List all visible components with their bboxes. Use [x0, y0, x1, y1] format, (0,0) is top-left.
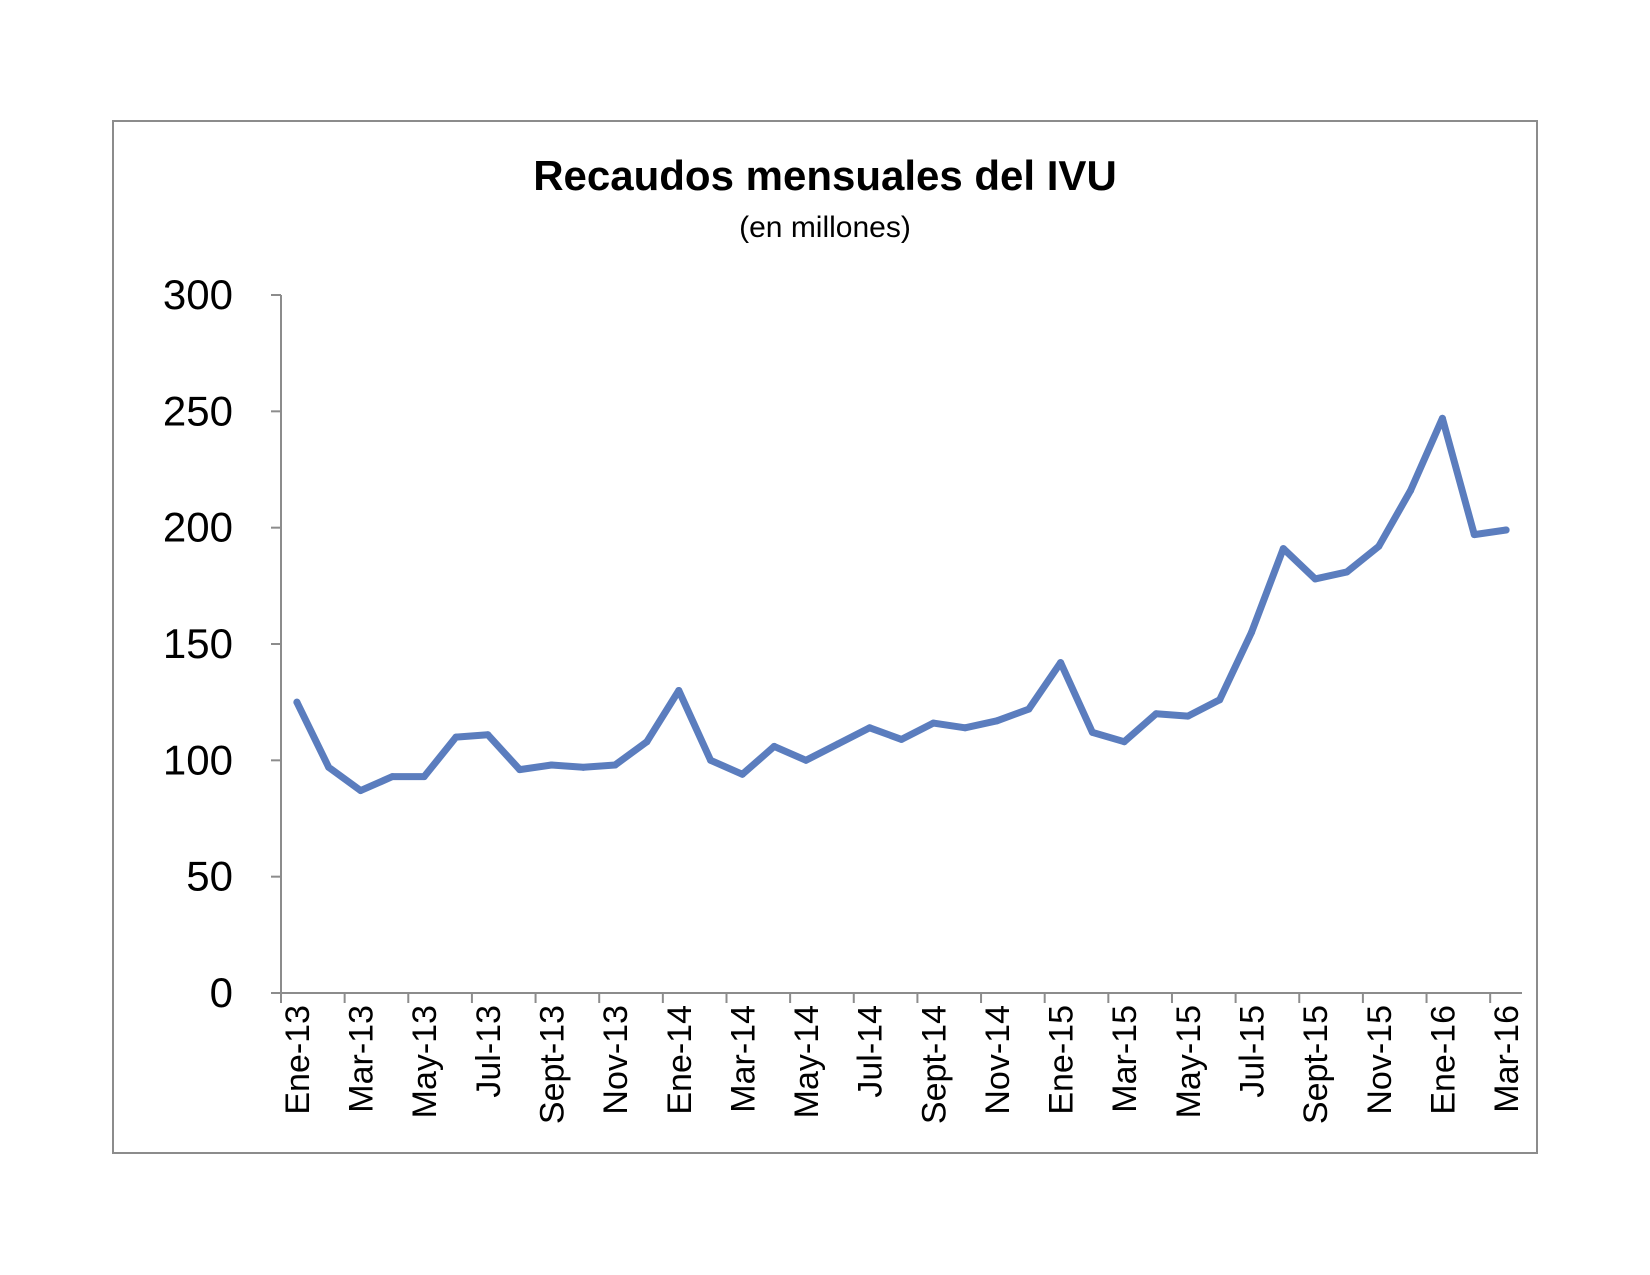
x-tick-label: Nov-15 — [1361, 1005, 1399, 1115]
data-point — [961, 724, 969, 732]
chart-frame — [112, 120, 1538, 1154]
x-tick-label: Mar-16 — [1488, 1005, 1526, 1113]
data-point — [293, 698, 301, 706]
y-tick-label: 100 — [163, 736, 233, 783]
data-point — [1470, 531, 1478, 539]
x-tick-label: Mar-15 — [1106, 1005, 1144, 1113]
data-point — [388, 773, 396, 781]
x-tick-label: Ene-13 — [279, 1005, 317, 1115]
data-point — [1438, 414, 1446, 422]
x-tick-label: Jul-15 — [1234, 1005, 1272, 1098]
data-point — [1248, 628, 1256, 636]
data-point — [898, 735, 905, 743]
x-tick-label: Sept-15 — [1297, 1005, 1335, 1124]
data-point — [1057, 659, 1065, 667]
y-tick-label: 300 — [163, 271, 233, 318]
data-point — [738, 770, 746, 778]
x-tick-label: Mar-14 — [724, 1005, 762, 1113]
x-tick-label: Jul-13 — [470, 1005, 508, 1098]
data-point — [1311, 575, 1319, 583]
x-tick-label: May-14 — [788, 1005, 826, 1118]
data-point — [707, 756, 715, 764]
data-point — [1152, 710, 1160, 718]
data-point — [1216, 696, 1224, 704]
x-tick-label: Jul-14 — [852, 1005, 890, 1098]
x-tick-label: Sept-14 — [915, 1005, 953, 1124]
data-point — [420, 773, 428, 781]
series-group — [293, 414, 1510, 795]
data-point — [484, 731, 492, 739]
data-point — [325, 763, 333, 771]
data-point — [611, 761, 619, 769]
chart-subtitle: (en millones) — [739, 211, 911, 244]
data-point — [452, 733, 460, 741]
y-tick-label: 200 — [163, 504, 233, 551]
x-tick-label: May-15 — [1170, 1005, 1208, 1118]
data-point — [1184, 712, 1192, 720]
data-point — [547, 761, 555, 769]
data-point — [1502, 526, 1510, 534]
y-tick-label: 0 — [210, 969, 233, 1016]
data-point — [993, 717, 1001, 725]
data-point — [675, 687, 683, 695]
data-point — [1343, 568, 1351, 576]
series-line-0 — [293, 414, 1510, 795]
x-tick-label: Nov-14 — [979, 1005, 1017, 1115]
x-tick-label: Sept-13 — [533, 1005, 571, 1124]
y-tick-label: 50 — [186, 853, 233, 900]
data-point — [579, 763, 587, 771]
data-point — [357, 787, 365, 795]
data-point — [929, 719, 937, 727]
x-tick-label: Ene-16 — [1424, 1005, 1462, 1115]
data-point — [1375, 542, 1383, 550]
data-point — [834, 740, 842, 748]
data-point — [1279, 545, 1287, 553]
x-axis: Ene-13 Mar-13 May-13 Jul-13 Sept-13 Nov-13 Ene… — [279, 992, 1526, 1124]
data-point — [516, 766, 524, 774]
data-point — [770, 742, 778, 750]
x-tick-label: Mar-13 — [343, 1005, 381, 1113]
y-tick-label: 250 — [163, 387, 233, 434]
x-tick-label: May-13 — [406, 1005, 444, 1118]
data-point — [1025, 705, 1033, 713]
x-tick-label: Ene-15 — [1043, 1005, 1081, 1115]
data-point — [802, 756, 810, 764]
x-tick-label: Ene-14 — [661, 1005, 699, 1115]
y-tick-label: 150 — [163, 620, 233, 667]
chart-title: Recaudos mensuales del IVU — [533, 152, 1117, 199]
data-point — [1120, 738, 1128, 746]
data-point — [1407, 486, 1415, 494]
data-point — [866, 724, 874, 732]
x-tick-label: Nov-13 — [597, 1005, 635, 1115]
y-axis: 0 50 100 150 200 250 300 — [163, 271, 282, 1016]
data-point — [1088, 728, 1096, 736]
data-point — [643, 738, 651, 746]
